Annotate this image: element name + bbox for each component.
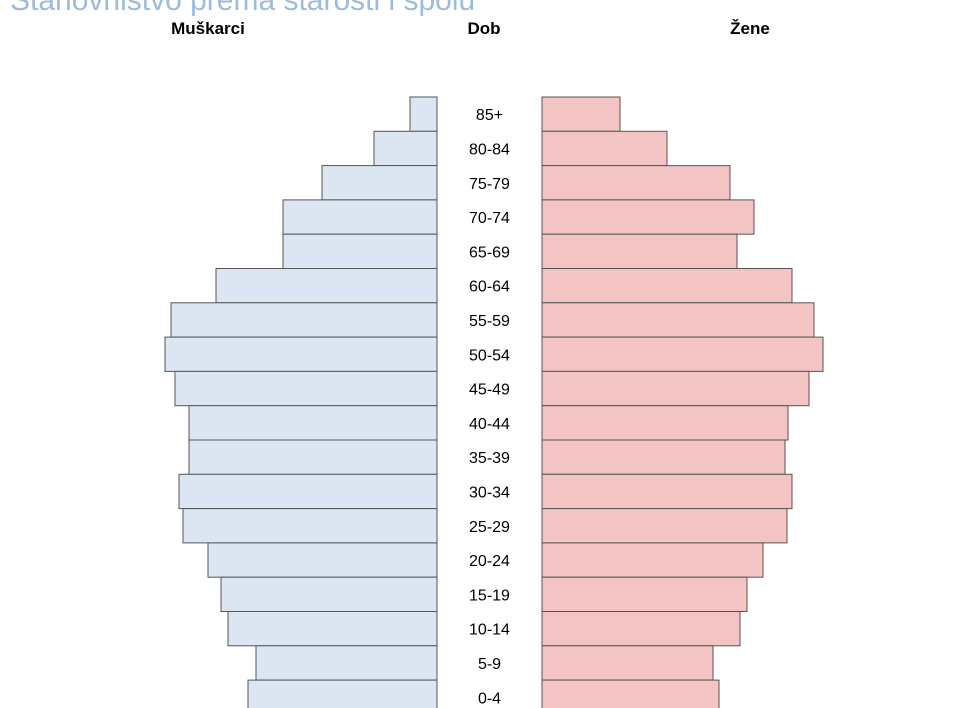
- bar-female: [541, 130, 668, 167]
- bar-female: [541, 679, 720, 708]
- bar-female: [541, 542, 764, 578]
- bar-male: [164, 336, 438, 372]
- bar-female: [541, 302, 815, 338]
- age-label: 5-9: [478, 656, 501, 673]
- age-label: 0-4: [478, 690, 501, 707]
- bar-male: [227, 611, 438, 647]
- bar-female: [541, 439, 786, 475]
- bar-male: [321, 165, 438, 201]
- bar-female: [541, 165, 731, 201]
- age-label: 50-54: [469, 347, 510, 364]
- chart-title: Stanovništvo prema starosti i spolu: [10, 0, 475, 17]
- age-label: 40-44: [469, 416, 510, 433]
- bar-male: [207, 542, 438, 578]
- age-label: 75-79: [469, 176, 510, 193]
- age-label: 70-74: [469, 210, 510, 227]
- bar-male: [373, 130, 438, 167]
- bar-male: [282, 199, 438, 235]
- age-label: 15-19: [469, 587, 510, 604]
- bar-female: [541, 645, 714, 681]
- age-label: 35-39: [469, 450, 510, 467]
- age-label: 85+: [476, 107, 503, 124]
- age-label: 55-59: [469, 313, 510, 330]
- bar-female: [541, 611, 741, 647]
- bar-male: [174, 370, 438, 407]
- bar-female: [541, 268, 793, 304]
- bar-male: [188, 439, 438, 475]
- bar-female: [541, 508, 788, 544]
- bar-male: [282, 233, 438, 269]
- bar-female: [541, 576, 748, 613]
- age-label: 80-84: [469, 141, 510, 158]
- age-label: 60-64: [469, 279, 510, 296]
- axis-label: Dob: [467, 19, 500, 38]
- bar-female: [541, 473, 793, 510]
- age-label: 30-34: [469, 484, 510, 501]
- bar-female: [541, 405, 789, 441]
- age-label: 25-29: [469, 519, 510, 536]
- legend-right: Žene: [730, 19, 770, 38]
- bar-male: [170, 302, 438, 338]
- bar-female: [541, 336, 824, 372]
- bar-male: [247, 679, 438, 708]
- age-label: 65-69: [469, 244, 510, 261]
- bar-male: [178, 473, 438, 510]
- age-label: 20-24: [469, 553, 510, 570]
- bar-male: [182, 508, 438, 544]
- bar-female: [541, 370, 810, 407]
- bar-male: [215, 268, 438, 304]
- bar-female: [541, 233, 738, 269]
- age-label: 10-14: [469, 622, 510, 639]
- bar-female: [541, 96, 621, 132]
- legend-left: Muškarci: [171, 19, 245, 38]
- bar-male: [220, 576, 438, 613]
- bar-male: [188, 405, 438, 441]
- bar-male: [255, 645, 438, 681]
- bar-male: [409, 96, 438, 132]
- age-label: 45-49: [469, 382, 510, 399]
- bar-female: [541, 199, 755, 235]
